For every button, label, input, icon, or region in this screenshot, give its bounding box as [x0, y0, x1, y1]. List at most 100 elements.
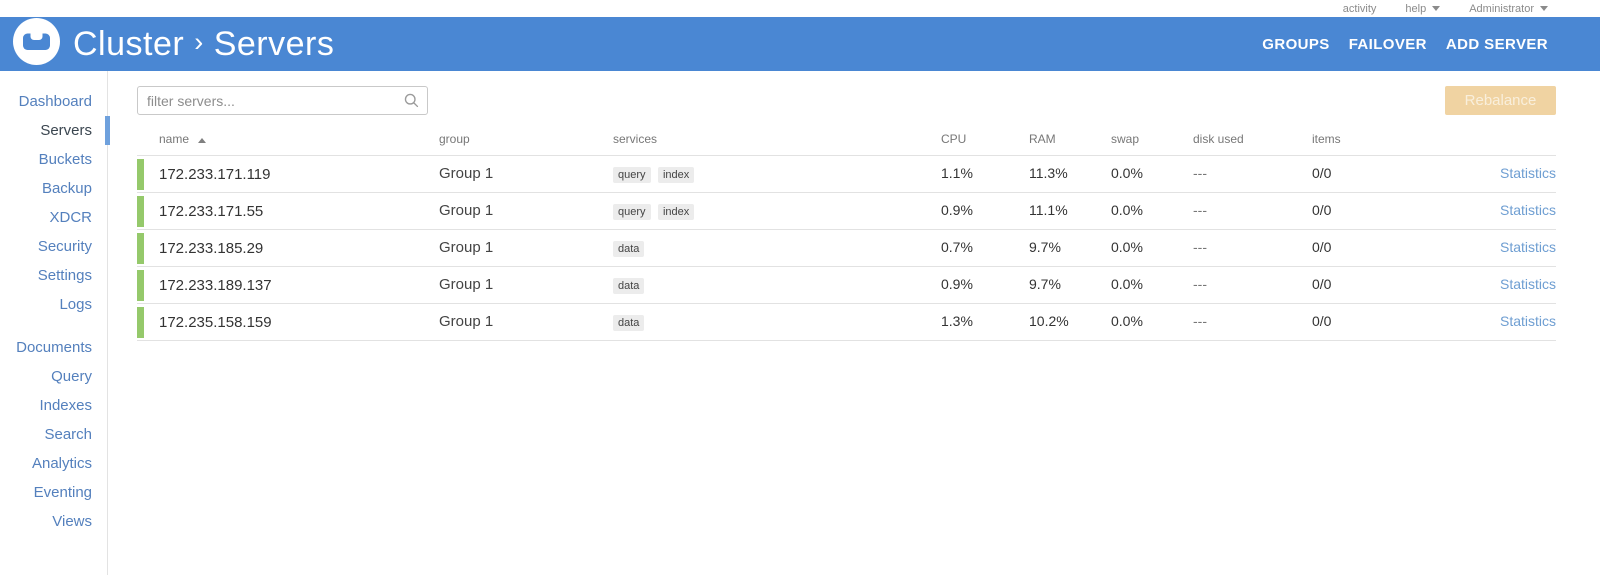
sidebar-item-servers[interactable]: Servers — [0, 116, 110, 145]
sidebar-item-buckets[interactable]: Buckets — [38, 151, 92, 168]
app-header: Cluster › Servers GROUPS FAILOVER ADD SE… — [0, 17, 1600, 71]
table-row[interactable]: 172.233.171.119 Group 1 query index 1.1%… — [137, 156, 1556, 193]
statistics-link[interactable]: Statistics — [1499, 202, 1556, 218]
items-value: 0/0 — [1312, 165, 1332, 181]
node-status-bar — [137, 269, 144, 301]
service-badge: index — [657, 167, 695, 183]
service-badge: data — [613, 278, 645, 294]
sidebar-group-divider — [0, 319, 107, 333]
server-group: Group 1 — [439, 239, 494, 256]
column-header-swap[interactable]: swap — [1111, 126, 1193, 156]
column-header-items[interactable]: items — [1312, 126, 1442, 156]
active-indicator — [105, 116, 110, 145]
node-status-bar — [137, 195, 144, 227]
sidebar-item-xdcr[interactable]: XDCR — [49, 209, 92, 226]
filter-wrap — [137, 86, 428, 115]
sidebar-item-settings[interactable]: Settings — [37, 267, 92, 284]
couchbase-logo-icon — [13, 18, 60, 65]
sidebar-item-dashboard[interactable]: Dashboard — [18, 93, 92, 110]
ram-value: 10.2% — [1029, 313, 1069, 329]
items-value: 0/0 — [1312, 202, 1332, 218]
user-menu[interactable]: Administrator — [1469, 3, 1548, 15]
statistics-link[interactable]: Statistics — [1499, 239, 1556, 255]
chevron-right-icon: › — [194, 26, 204, 57]
server-name: 172.233.171.55 — [159, 202, 264, 220]
disk-used-value: --- — [1193, 165, 1207, 181]
table-row[interactable]: 172.235.158.159 Group 1 data 1.3% 10.2% … — [137, 304, 1556, 341]
column-header-ram[interactable]: RAM — [1029, 126, 1111, 156]
disk-used-value: --- — [1193, 239, 1207, 255]
sidebar-item-indexes[interactable]: Indexes — [39, 397, 92, 414]
node-status-bar — [137, 232, 144, 264]
column-header-cpu[interactable]: CPU — [941, 126, 1029, 156]
activity-link[interactable]: activity — [1343, 3, 1377, 15]
sidebar-item-query[interactable]: Query — [51, 368, 92, 385]
column-header-group[interactable]: group — [439, 126, 613, 156]
server-group: Group 1 — [439, 202, 494, 219]
service-badge: data — [613, 315, 645, 331]
help-label: help — [1405, 2, 1427, 15]
column-header-name[interactable]: name — [137, 126, 439, 156]
column-header-disk-used[interactable]: disk used — [1193, 126, 1312, 156]
swap-value: 0.0% — [1111, 202, 1143, 218]
swap-value: 0.0% — [1111, 239, 1143, 255]
items-value: 0/0 — [1312, 276, 1332, 292]
statistics-link[interactable]: Statistics — [1499, 276, 1556, 292]
sidebar-item-views[interactable]: Views — [52, 513, 92, 530]
cpu-value: 0.9% — [941, 276, 973, 292]
table-row[interactable]: 172.233.189.137 Group 1 data 0.9% 9.7% 0… — [137, 267, 1556, 304]
help-menu[interactable]: help — [1405, 2, 1441, 15]
cpu-value: 0.7% — [941, 239, 973, 255]
table-row[interactable]: 172.233.171.55 Group 1 query index 0.9% … — [137, 193, 1556, 230]
column-header-services[interactable]: services — [613, 126, 941, 156]
server-group: Group 1 — [439, 276, 494, 293]
groups-button[interactable]: GROUPS — [1262, 35, 1330, 53]
sidebar-item-documents[interactable]: Documents — [16, 339, 92, 356]
rebalance-button[interactable]: Rebalance — [1445, 86, 1556, 115]
sidebar-item-security[interactable]: Security — [37, 238, 92, 255]
items-value: 0/0 — [1312, 313, 1332, 329]
page-title: Servers — [213, 24, 335, 63]
server-group: Group 1 — [439, 313, 494, 330]
service-badge: data — [613, 241, 645, 257]
servers-table: name group services CPU RAM swap disk us… — [137, 126, 1556, 341]
sidebar-item-logs[interactable]: Logs — [59, 296, 92, 313]
ram-value: 9.7% — [1029, 276, 1061, 292]
sidebar-item-analytics[interactable]: Analytics — [31, 455, 92, 472]
service-badge: query — [613, 204, 651, 220]
ram-value: 9.7% — [1029, 239, 1061, 255]
sidebar-nav: Dashboard Servers Buckets Backup XDCR Se… — [0, 71, 110, 575]
server-name: 172.233.185.29 — [159, 239, 264, 257]
disk-used-value: --- — [1193, 313, 1207, 329]
failover-button[interactable]: FAILOVER — [1348, 35, 1427, 53]
cpu-value: 1.3% — [941, 313, 973, 329]
caret-down-icon — [1432, 6, 1441, 11]
statistics-link[interactable]: Statistics — [1499, 165, 1556, 181]
node-status-bar — [137, 306, 144, 338]
breadcrumb: Cluster › Servers — [73, 25, 334, 64]
disk-used-value: --- — [1193, 276, 1207, 292]
table-header-row: name group services CPU RAM swap disk us… — [137, 126, 1556, 156]
sort-ascending-icon — [198, 138, 207, 143]
server-name: 172.233.189.137 — [159, 276, 272, 294]
sidebar-item-eventing[interactable]: Eventing — [33, 484, 92, 501]
add-server-button[interactable]: ADD SERVER — [1445, 35, 1548, 53]
sidebar-item-label: Servers — [40, 122, 92, 139]
column-header-statistics — [1442, 126, 1556, 156]
swap-value: 0.0% — [1111, 165, 1143, 181]
caret-down-icon — [1540, 6, 1548, 11]
statistics-link[interactable]: Statistics — [1499, 313, 1556, 329]
user-label: Administrator — [1469, 2, 1534, 15]
table-row[interactable]: 172.233.185.29 Group 1 data 0.7% 9.7% 0.… — [137, 230, 1556, 267]
swap-value: 0.0% — [1111, 313, 1143, 329]
sidebar-item-search[interactable]: Search — [44, 426, 92, 443]
service-badge: index — [657, 204, 695, 220]
servers-toolbar: Rebalance — [137, 86, 1556, 115]
items-value: 0/0 — [1312, 239, 1332, 255]
filter-servers-input[interactable] — [137, 86, 428, 115]
disk-used-value: --- — [1193, 202, 1207, 218]
sidebar-item-backup[interactable]: Backup — [41, 180, 92, 197]
service-badge: query — [613, 167, 651, 183]
cpu-value: 0.9% — [941, 202, 973, 218]
breadcrumb-cluster[interactable]: Cluster — [73, 24, 185, 63]
